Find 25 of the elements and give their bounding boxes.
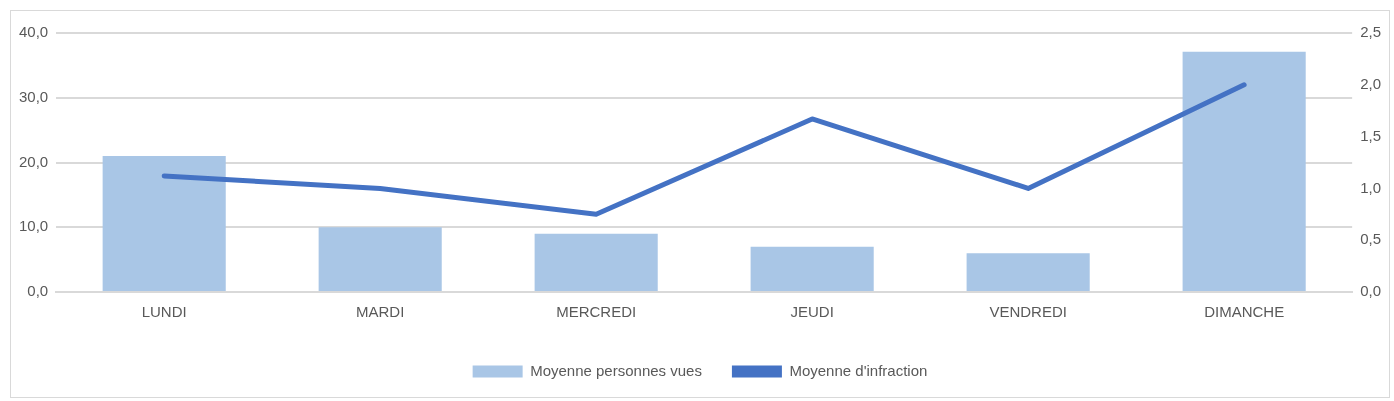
y2-tick-label: 0,0 <box>1360 282 1382 300</box>
x-tick-label: LUNDI <box>141 303 187 321</box>
x-tick-label: MERCREDI <box>556 303 637 321</box>
legend-label: Moyenne d'infraction <box>789 361 928 379</box>
y-tick-label: 30,0 <box>18 87 49 105</box>
bar <box>750 246 874 291</box>
y2-tick-label: 2,0 <box>1360 74 1382 92</box>
bar <box>534 233 658 291</box>
bar <box>102 156 226 291</box>
bar <box>966 253 1090 291</box>
y-tick-label: 40,0 <box>18 23 49 41</box>
y2-tick-label: 0,5 <box>1360 230 1382 248</box>
y2-tick-label: 2,5 <box>1360 23 1382 41</box>
x-tick-label: JEUDI <box>790 303 834 321</box>
bar <box>1182 51 1306 291</box>
y2-tick-label: 1,0 <box>1360 178 1382 196</box>
bar <box>318 227 442 291</box>
x-tick-label: VENDREDI <box>989 303 1067 321</box>
x-tick-label: DIMANCHE <box>1204 303 1285 321</box>
x-tick-label: MARDI <box>356 303 405 321</box>
legend-label: Moyenne personnes vues <box>530 361 702 379</box>
y-tick-label: 10,0 <box>18 217 49 235</box>
y2-tick-label: 1,5 <box>1360 126 1382 144</box>
y-tick-label: 0,0 <box>27 282 49 300</box>
y-tick-label: 20,0 <box>18 152 49 170</box>
